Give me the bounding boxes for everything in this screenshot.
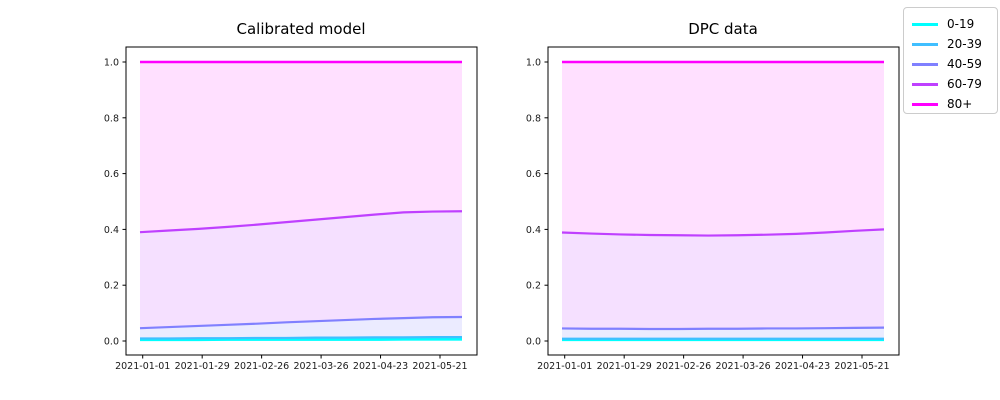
y-tick-label: 0.4 [526, 225, 541, 236]
series-fill-40-59 [140, 317, 462, 339]
y-tick-label: 0.2 [526, 281, 541, 292]
x-tick-label: 2021-04-23 [353, 361, 408, 372]
legend-swatch-20-39 [912, 42, 938, 46]
y-tick-label: 0.0 [104, 337, 119, 348]
legend-entry: 60-79 [904, 74, 997, 94]
legend-label: 0-19 [947, 17, 975, 31]
series-fill-60-79 [562, 229, 884, 330]
legend-entry: 40-59 [904, 54, 997, 74]
x-tick-label: 2021-02-26 [234, 361, 289, 372]
legend-label: 80+ [947, 97, 973, 111]
legend-label: 60-79 [947, 77, 982, 91]
y-tick-label: 0.8 [526, 113, 541, 124]
x-tick-label: 2021-04-23 [775, 361, 830, 372]
y-tick-label: 0.0 [526, 337, 541, 348]
series-fill-60-79 [140, 211, 462, 329]
y-tick-label: 0.6 [526, 169, 541, 180]
legend-swatch-0-19 [912, 22, 938, 26]
y-tick-label: 0.8 [104, 113, 119, 124]
y-tick-label: 1.0 [526, 58, 541, 69]
x-tick-label: 2021-03-26 [715, 361, 770, 372]
x-tick-label: 2021-01-29 [175, 361, 230, 372]
axes-frame [125, 46, 478, 356]
y-tick-label: 1.0 [104, 58, 119, 69]
x-tick-label: 2021-02-26 [656, 361, 711, 372]
axes-frame [547, 46, 900, 356]
x-tick-label: 2021-01-01 [115, 361, 170, 372]
legend-entry: 20-39 [904, 34, 997, 54]
y-tick-label: 0.6 [104, 169, 119, 180]
legend-entry: 0-19 [904, 14, 997, 34]
plot-dpc-data: 2021-01-01 2021-01-29 2021-02-26 2021-03-26… [526, 46, 900, 372]
right-plot-title: DPC data [688, 20, 758, 38]
x-tick-label: 2021-05-21 [834, 361, 889, 372]
series-fill-40-59 [562, 327, 884, 339]
series-line-0-19 [140, 338, 462, 342]
series-line-40-59 [139, 315, 463, 330]
series-line-40-59 [561, 326, 885, 331]
series-fill-80+ [140, 62, 462, 233]
legend-label: 40-59 [947, 57, 982, 71]
legend-swatch-60-79 [912, 82, 938, 86]
y-tick-label: 0.2 [104, 281, 119, 292]
x-tick-label: 2021-05-21 [412, 361, 467, 372]
plot-calibrated-model: 2021-01-01 2021-01-29 2021-02-26 2021-03-26… [104, 46, 478, 372]
series-line-20-39 [140, 335, 462, 340]
x-tick-label: 2021-01-01 [537, 361, 592, 372]
legend-swatch-40-59 [912, 62, 938, 66]
x-tick-label: 2021-01-29 [597, 361, 652, 372]
legend: 0-19 20-39 40-59 60-79 80+ [903, 7, 998, 114]
series-fill-80+ [562, 62, 884, 236]
series-line-60-79 [561, 228, 885, 237]
legend-label: 20-39 [947, 37, 982, 51]
x-tick-label: 2021-03-26 [293, 361, 348, 372]
legend-swatch-80+ [912, 102, 938, 106]
left-plot-title: Calibrated model [236, 20, 366, 38]
series-line-60-79 [139, 210, 463, 234]
legend-entry: 80+ [904, 94, 997, 114]
y-tick-label: 0.4 [104, 225, 119, 236]
